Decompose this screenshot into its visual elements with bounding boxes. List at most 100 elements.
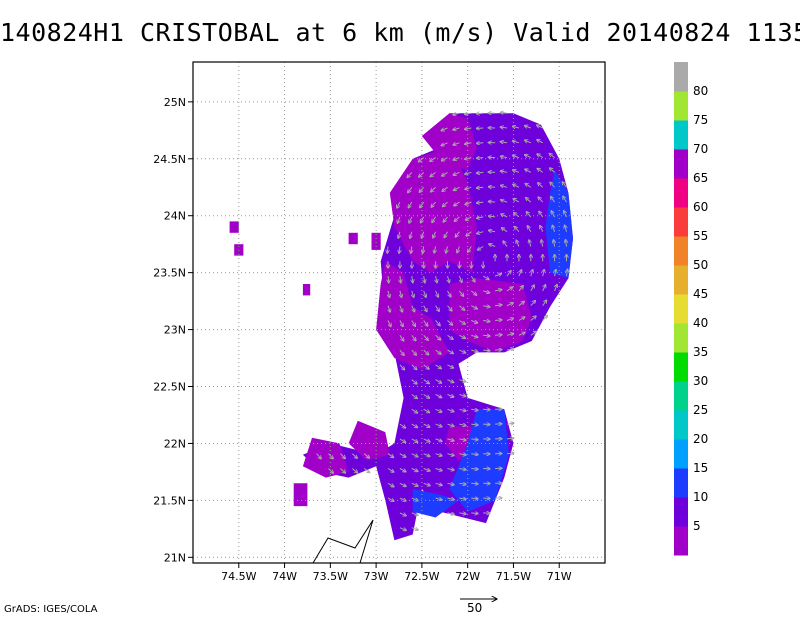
wind-vector — [423, 379, 430, 384]
wind-vector — [471, 321, 478, 324]
colorbar-segment — [674, 294, 688, 324]
wind-vector — [483, 350, 490, 351]
wind-vector — [430, 157, 436, 162]
x-tick-label: 74W — [272, 570, 297, 583]
colorbar-segment — [674, 236, 688, 266]
wind-vector — [432, 216, 437, 223]
colorbar-segment — [674, 62, 688, 92]
wind-vector — [537, 168, 543, 173]
wind-vector — [328, 453, 334, 459]
wind-vector — [459, 409, 466, 411]
wind-vector — [470, 290, 477, 295]
wind-vector — [411, 528, 419, 530]
wind-vector — [388, 276, 389, 283]
colorbar-label: 55 — [693, 229, 708, 243]
wind-vector — [399, 364, 405, 370]
wind-vector — [423, 408, 430, 412]
region-purple-west-1 — [389, 147, 477, 273]
wind-vector — [459, 334, 465, 338]
wind-vector — [435, 469, 443, 471]
region-isolated-purple-5 — [371, 232, 381, 250]
wind-vector — [363, 468, 370, 473]
wind-vector — [506, 318, 514, 320]
wind-vector — [512, 141, 520, 143]
wind-vector — [363, 453, 369, 458]
colorbar-label: 25 — [693, 403, 708, 417]
wind-vector — [501, 228, 508, 233]
wind-vector — [471, 469, 478, 470]
wind-vector — [542, 315, 548, 321]
wind-vector — [399, 468, 406, 472]
wind-vector — [411, 453, 418, 457]
wind-vector — [465, 143, 472, 144]
colorbar-label: 30 — [693, 374, 708, 388]
colorbar-label: 65 — [693, 171, 708, 185]
wind-vector — [424, 276, 425, 283]
wind-vector — [435, 454, 443, 456]
colorbar-label: 15 — [693, 461, 708, 475]
wind-vector — [447, 454, 455, 456]
y-tick-label: 23.5N — [153, 267, 186, 280]
wind-vector — [411, 394, 418, 399]
wind-vector — [435, 364, 442, 369]
colorbar: 5 10 15 20 25 30 35 40 45 50 55 60 65 70 75 80 — [674, 62, 708, 556]
wind-vector — [447, 364, 454, 368]
wind-vector — [459, 275, 462, 283]
wind-vector — [411, 349, 417, 355]
wind-vector — [423, 246, 424, 254]
colorbar-label: 35 — [693, 345, 708, 359]
wind-vector — [447, 334, 454, 339]
x-tick-label: 73W — [364, 570, 389, 583]
x-tick-label: 72.5W — [404, 570, 439, 583]
wind-vector — [500, 200, 508, 202]
credit-text: GrADS: IGES/COLA — [4, 604, 98, 615]
colorbar-segment — [674, 526, 688, 556]
x-tick-label: 73.5W — [313, 570, 348, 583]
wind-vector — [483, 306, 490, 307]
wind-vector — [409, 216, 413, 223]
colorbar-segment — [674, 120, 688, 150]
wind-vector — [459, 454, 466, 455]
wind-vector — [423, 423, 430, 427]
wind-vector — [477, 232, 484, 234]
wind-vector — [423, 394, 430, 399]
region-purple-far-sw — [293, 483, 308, 507]
wind-vector — [551, 196, 556, 203]
wind-vector — [448, 275, 450, 283]
region-isolated-purple-2 — [234, 244, 244, 256]
colorbar-label: 10 — [693, 490, 708, 504]
wind-vector — [506, 423, 514, 424]
wind-vector — [418, 157, 425, 162]
wind-vector — [459, 439, 466, 441]
wind-vector — [447, 305, 453, 311]
y-tick-label: 25N — [164, 96, 186, 109]
wind-vector — [516, 240, 519, 247]
wind-vector — [441, 128, 448, 131]
wind-vector — [453, 143, 460, 145]
wind-vector — [530, 316, 536, 321]
wind-vector — [476, 202, 484, 203]
wind-vector — [518, 301, 525, 307]
wind-vector — [430, 172, 436, 176]
wind-vector — [476, 172, 484, 173]
wind-vector — [411, 379, 417, 384]
wind-vector — [454, 201, 460, 206]
colorbar-label: 70 — [693, 142, 708, 156]
coast-outline — [312, 519, 374, 564]
region-purple-west-2 — [376, 261, 450, 370]
wind-vector — [471, 513, 478, 514]
colorbar-segment — [674, 178, 688, 208]
wind-vector — [551, 211, 556, 218]
wind-vector — [408, 186, 413, 193]
wind-vector — [446, 246, 448, 254]
wind-vector — [435, 320, 441, 326]
wind-vector — [434, 246, 436, 254]
wind-vector — [447, 498, 455, 500]
wind-vector — [513, 184, 520, 188]
wind-vector — [464, 113, 472, 114]
wind-vector — [501, 214, 508, 218]
wind-vector — [459, 513, 466, 514]
wind-vector — [423, 349, 429, 355]
wind-vector — [442, 201, 448, 207]
